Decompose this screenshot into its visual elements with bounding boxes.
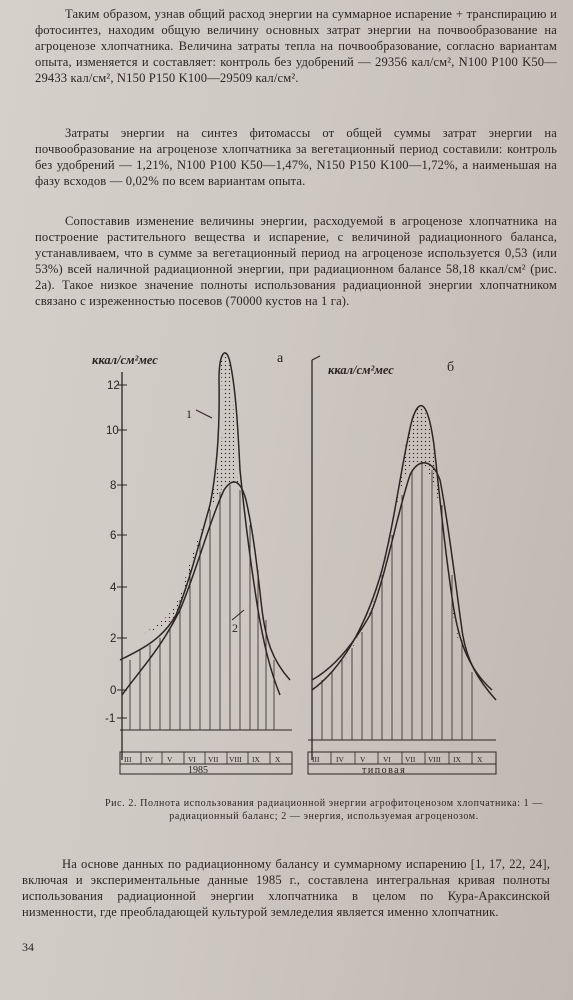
y-tick-minus-1: -1 xyxy=(105,713,115,725)
panel-a-year: 1985 xyxy=(188,765,208,776)
month-label: X xyxy=(275,755,281,764)
panel-b: ккал/см²мес б III IV V VI VII VIII IX X … xyxy=(307,355,497,776)
panel-b-axis-unit: ккал/см²мес xyxy=(328,363,394,377)
y-tick-6: 6 xyxy=(110,530,116,542)
month-label: IX xyxy=(453,755,461,764)
month-label: III xyxy=(312,755,320,764)
panel-a-label: а xyxy=(277,351,284,366)
month-label: VIII xyxy=(428,755,441,764)
month-label: IV xyxy=(145,755,153,764)
month-label: X xyxy=(477,755,483,764)
month-label: IV xyxy=(336,755,344,764)
y-tick-2: 2 xyxy=(110,633,116,645)
month-label: VI xyxy=(188,755,196,764)
paragraph-4: На основе данных по радиационному баланс… xyxy=(22,857,550,919)
month-label: VIII xyxy=(229,755,242,764)
paragraph-2: Затраты энергии на синтез фитомассы от о… xyxy=(35,126,557,188)
month-label: V xyxy=(167,755,173,764)
panel-a-axis-unit: ккал/см²мес xyxy=(92,353,158,367)
month-label: V xyxy=(360,755,366,764)
figure-caption: Рис. 2. Полнота использования радиационн… xyxy=(105,798,543,822)
curve-1-label: 1 xyxy=(186,407,192,421)
y-tick-8: 8 xyxy=(110,480,116,492)
month-label: IX xyxy=(252,755,260,764)
month-label: III xyxy=(124,755,132,764)
curve-2-label: 2 xyxy=(232,621,238,635)
panel-b-year: типовая xyxy=(362,765,406,776)
y-tick-4: 4 xyxy=(110,582,117,594)
month-label: VII xyxy=(208,755,219,764)
paragraph-1: Таким образом, узнав общий расход энерги… xyxy=(35,7,557,85)
page-number: 34 xyxy=(22,940,34,954)
y-tick-0: 0 xyxy=(110,685,116,697)
month-label: VII xyxy=(405,755,416,764)
month-label: VI xyxy=(383,755,391,764)
panel-b-label: б xyxy=(447,360,454,375)
y-tick-12: 12 xyxy=(107,380,120,392)
y-tick-10: 10 xyxy=(106,425,119,437)
panel-a: ккал/см²мес а 12 10 8 6 4 2 0 -1 1 2 III… xyxy=(92,351,293,776)
paragraph-3: Сопоставив изменение величины энергии, р… xyxy=(35,214,557,308)
